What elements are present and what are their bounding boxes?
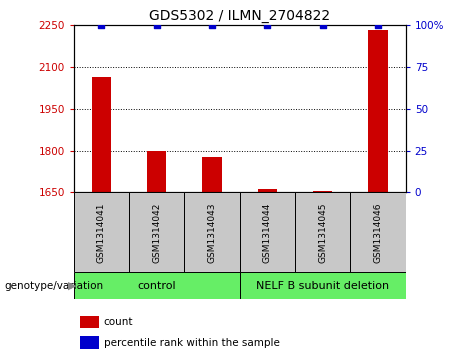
Bar xyxy=(295,192,350,272)
Bar xyxy=(129,192,184,272)
Text: GSM1314044: GSM1314044 xyxy=(263,202,272,262)
Point xyxy=(264,23,271,28)
Bar xyxy=(240,272,406,299)
Bar xyxy=(368,30,388,192)
Text: control: control xyxy=(137,281,176,291)
Bar xyxy=(92,77,111,192)
Bar xyxy=(80,315,99,328)
Point xyxy=(319,23,326,28)
Text: NELF B subunit deletion: NELF B subunit deletion xyxy=(256,281,389,291)
Bar xyxy=(80,337,99,348)
Bar xyxy=(202,157,222,192)
Bar xyxy=(240,192,295,272)
Text: GSM1314041: GSM1314041 xyxy=(97,202,106,262)
Text: ▶: ▶ xyxy=(68,281,77,291)
Bar xyxy=(74,192,129,272)
Text: GSM1314042: GSM1314042 xyxy=(152,202,161,262)
Text: genotype/variation: genotype/variation xyxy=(5,281,104,291)
Text: GSM1314043: GSM1314043 xyxy=(207,202,217,262)
Point xyxy=(374,23,382,28)
Bar xyxy=(313,191,332,192)
Point xyxy=(208,23,216,28)
Text: percentile rank within the sample: percentile rank within the sample xyxy=(104,338,279,347)
Text: GSM1314046: GSM1314046 xyxy=(373,202,383,262)
Bar xyxy=(147,151,166,192)
Text: GSM1314045: GSM1314045 xyxy=(318,202,327,262)
Text: count: count xyxy=(104,317,133,327)
Bar xyxy=(184,192,240,272)
Bar xyxy=(350,192,406,272)
Bar xyxy=(74,272,240,299)
Bar xyxy=(258,189,277,192)
Title: GDS5302 / ILMN_2704822: GDS5302 / ILMN_2704822 xyxy=(149,9,330,23)
Point xyxy=(153,23,160,28)
Point xyxy=(98,23,105,28)
